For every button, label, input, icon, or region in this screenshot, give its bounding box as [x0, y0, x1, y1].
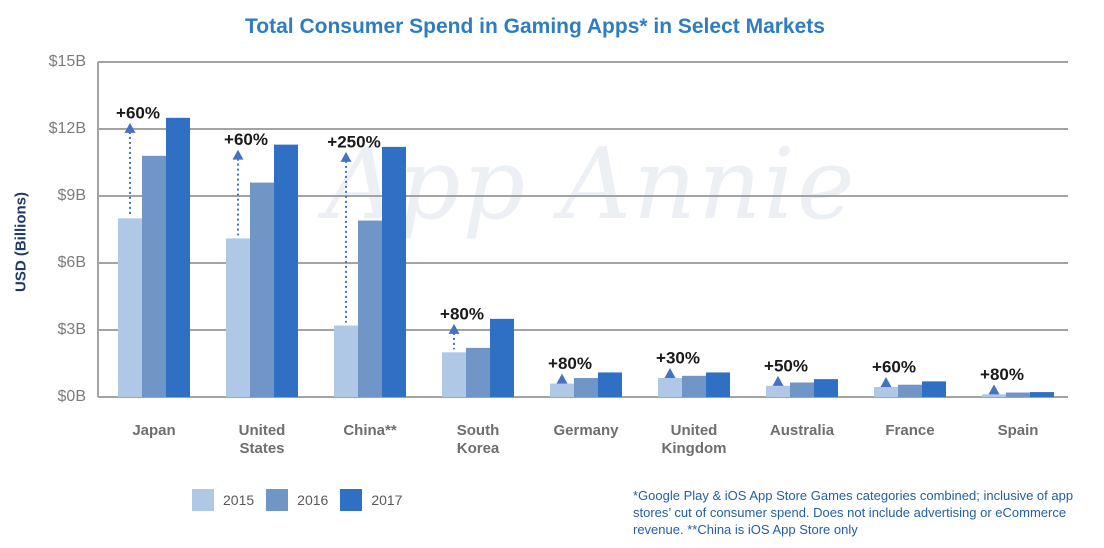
- bar-south-korea-2017: [490, 318, 514, 397]
- category-label-germany: Germany: [541, 422, 631, 440]
- legend-item-2015: 2015: [192, 489, 254, 511]
- y-tick-label: $0B: [57, 388, 86, 405]
- legend-swatch-2017: [340, 489, 363, 511]
- category-label-france: France: [865, 422, 955, 440]
- growth-label-australia: +50%: [764, 356, 808, 375]
- bar-france-2016: [898, 384, 922, 397]
- legend-item-2016: 2016: [266, 489, 328, 511]
- growth-arrow-head-germany: [556, 373, 568, 384]
- bar-spain-2016: [1006, 392, 1030, 397]
- bar-australia-2016: [790, 382, 814, 397]
- bar-japan-2017: [166, 117, 190, 397]
- growth-arrow-head-united-kingdom: [664, 368, 676, 379]
- bar-united-states-2015: [226, 238, 250, 397]
- bar-united-states-2016: [250, 182, 274, 397]
- category-label-text: Germany: [553, 422, 619, 439]
- growth-label-japan: +60%: [116, 103, 160, 122]
- bar-japan-2015: [118, 218, 142, 397]
- category-label-united-kingdom: United Kingdom: [649, 422, 739, 458]
- y-tick-label: $9B: [57, 187, 86, 204]
- chart-title: Total Consumer Spend in Gaming Apps* in …: [245, 15, 825, 38]
- category-label-china: China**: [325, 422, 415, 440]
- bar-spain-2017: [1030, 392, 1054, 397]
- footnote: *Google Play & iOS App Store Games categ…: [633, 488, 1074, 537]
- growth-label-south-korea: +80%: [440, 304, 484, 323]
- y-tick-label: $12B: [48, 120, 86, 137]
- legend-label: 2016: [297, 492, 329, 508]
- category-label-text: South Korea: [456, 422, 500, 457]
- legend-label: 2017: [371, 492, 403, 508]
- growth-arrow-head-china: [340, 151, 352, 162]
- bar-united-states-2017: [274, 144, 298, 397]
- growth-label-united-states: +60%: [224, 130, 268, 149]
- bar-germany-2015: [550, 383, 574, 397]
- y-tick-label: $6B: [57, 254, 86, 271]
- growth-label-germany: +80%: [548, 354, 592, 373]
- category-label-text: Japan: [132, 422, 176, 439]
- bar-australia-2015: [766, 385, 790, 397]
- legend: 2015 2016 2017: [192, 489, 402, 511]
- bar-china-2016: [358, 220, 382, 397]
- bar-united-kingdom-2015: [658, 378, 682, 397]
- bar-france-2017: [922, 381, 946, 397]
- y-axis-title: USD (Billions): [12, 192, 30, 292]
- legend-label: 2015: [223, 492, 255, 508]
- bar-china-2015: [334, 325, 358, 397]
- bar-australia-2017: [814, 379, 838, 397]
- bar-france-2015: [874, 386, 898, 397]
- growth-arrow-head-australia: [772, 375, 784, 386]
- category-label-text: France: [885, 422, 935, 439]
- growth-label-france: +60%: [872, 357, 916, 376]
- growth-label-united-kingdom: +30%: [656, 349, 700, 368]
- growth-arrow-head-south-korea: [448, 323, 460, 334]
- category-label-text: United Kingdom: [661, 422, 727, 457]
- bar-united-kingdom-2017: [706, 372, 730, 397]
- growth-arrow-head-france: [880, 376, 892, 387]
- bar-spain-2015: [982, 394, 1006, 397]
- bar-south-korea-2015: [442, 352, 466, 397]
- category-label-japan: Japan: [109, 422, 199, 440]
- growth-arrow-head-united-states: [232, 149, 244, 160]
- bar-china-2017: [382, 146, 406, 397]
- growth-arrow-head-japan: [124, 122, 136, 133]
- category-label-australia: Australia: [757, 422, 847, 440]
- category-label-spain: Spain: [973, 422, 1063, 440]
- category-label-united-states: United States: [217, 422, 307, 458]
- growth-arrow-head-spain: [988, 384, 1000, 395]
- bar-south-korea-2016: [466, 347, 490, 397]
- legend-swatch-2015: [192, 489, 214, 511]
- category-label-text: Australia: [769, 422, 835, 439]
- growth-label-china: +250%: [327, 132, 380, 151]
- bar-united-kingdom-2016: [682, 375, 706, 397]
- category-label-text: Spain: [997, 422, 1039, 439]
- category-label-text: China**: [343, 422, 397, 439]
- bar-germany-2017: [598, 372, 622, 397]
- category-label-text: United States: [238, 422, 286, 457]
- bar-germany-2016: [574, 378, 598, 397]
- legend-item-2017: 2017: [340, 489, 402, 511]
- watermark: App Annie: [325, 128, 857, 242]
- y-tick-label: $3B: [57, 321, 86, 338]
- legend-swatch-2016: [266, 489, 289, 511]
- bar-japan-2016: [142, 155, 166, 397]
- category-label-south-korea: South Korea: [433, 422, 523, 458]
- y-tick-label: $15B: [48, 53, 86, 70]
- growth-label-spain: +80%: [980, 365, 1024, 384]
